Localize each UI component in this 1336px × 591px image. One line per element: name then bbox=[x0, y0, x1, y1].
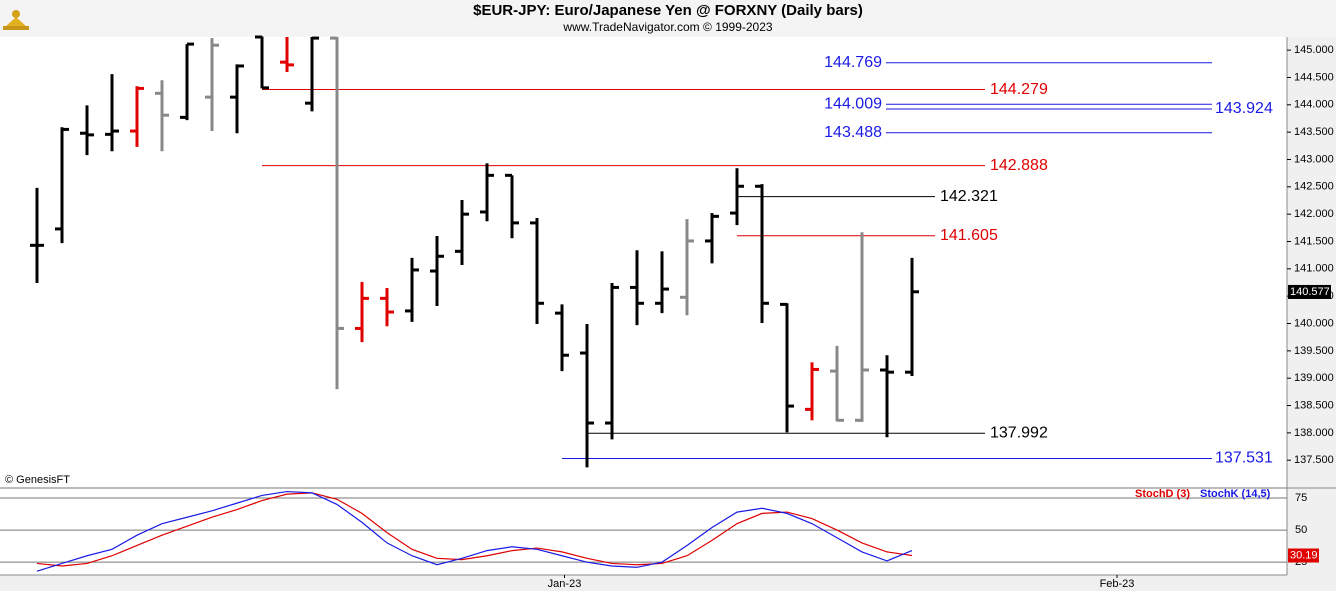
y-tick-label: 137.500 bbox=[1294, 454, 1334, 466]
watermark: © GenesisFT bbox=[5, 474, 70, 486]
level-label: 141.605 bbox=[940, 227, 998, 244]
y-tick-label: 142.000 bbox=[1294, 208, 1334, 220]
y-tick-label: 140.000 bbox=[1294, 317, 1334, 329]
level-label: 143.488 bbox=[824, 124, 882, 141]
y-tick-label: 138.000 bbox=[1294, 427, 1334, 439]
y-tick-label: 141.500 bbox=[1294, 235, 1334, 247]
logo bbox=[3, 10, 29, 30]
y-tick-label: 144.000 bbox=[1294, 99, 1334, 111]
legend-entry: StochK (14,5) bbox=[1200, 488, 1271, 500]
level-label: 144.769 bbox=[824, 54, 882, 71]
y-tick-label: 50 bbox=[1295, 524, 1307, 536]
y-tick-label: 75 bbox=[1295, 492, 1307, 504]
price-panel bbox=[0, 37, 1287, 487]
last-value-label: 30.19 bbox=[1290, 549, 1318, 561]
level-label: 143.924 bbox=[1215, 100, 1273, 117]
y-tick-label: 142.500 bbox=[1294, 181, 1334, 193]
y-tick-label: 145.000 bbox=[1294, 44, 1334, 56]
stoch-line bbox=[36, 490, 913, 572]
level-label: 144.279 bbox=[990, 81, 1048, 98]
y-tick-label: 139.000 bbox=[1294, 372, 1334, 384]
last-price-label: 140.577 bbox=[1290, 286, 1330, 298]
y-tick-label: 144.500 bbox=[1294, 71, 1334, 83]
level-label: 142.321 bbox=[940, 188, 998, 205]
y-tick-label: 143.000 bbox=[1294, 153, 1334, 165]
chart-subtitle: www.TradeNavigator.com © 1999-2023 bbox=[562, 20, 772, 34]
level-label: 142.888 bbox=[990, 157, 1048, 174]
title-bar bbox=[0, 0, 1336, 37]
y-tick-label: 139.500 bbox=[1294, 345, 1334, 357]
y-tick-label: 141.000 bbox=[1294, 263, 1334, 275]
chart-title: $EUR-JPY: Euro/Japanese Yen @ FORXNY (Da… bbox=[473, 2, 863, 19]
level-label: 137.992 bbox=[990, 425, 1048, 442]
level-label: 144.009 bbox=[824, 96, 882, 113]
x-tick-label: Feb-23 bbox=[1100, 578, 1135, 590]
legend-entry: StochD (3) bbox=[1135, 488, 1190, 500]
x-tick-label: Jan-23 bbox=[548, 578, 582, 590]
y-tick-label: 138.500 bbox=[1294, 399, 1334, 411]
stoch-line bbox=[36, 492, 913, 567]
y-tick-label: 143.500 bbox=[1294, 126, 1334, 138]
stoch-panel bbox=[0, 489, 1287, 575]
last-price-box bbox=[1288, 284, 1331, 299]
last-value-box bbox=[1288, 548, 1319, 563]
level-label: 137.531 bbox=[1215, 450, 1273, 467]
